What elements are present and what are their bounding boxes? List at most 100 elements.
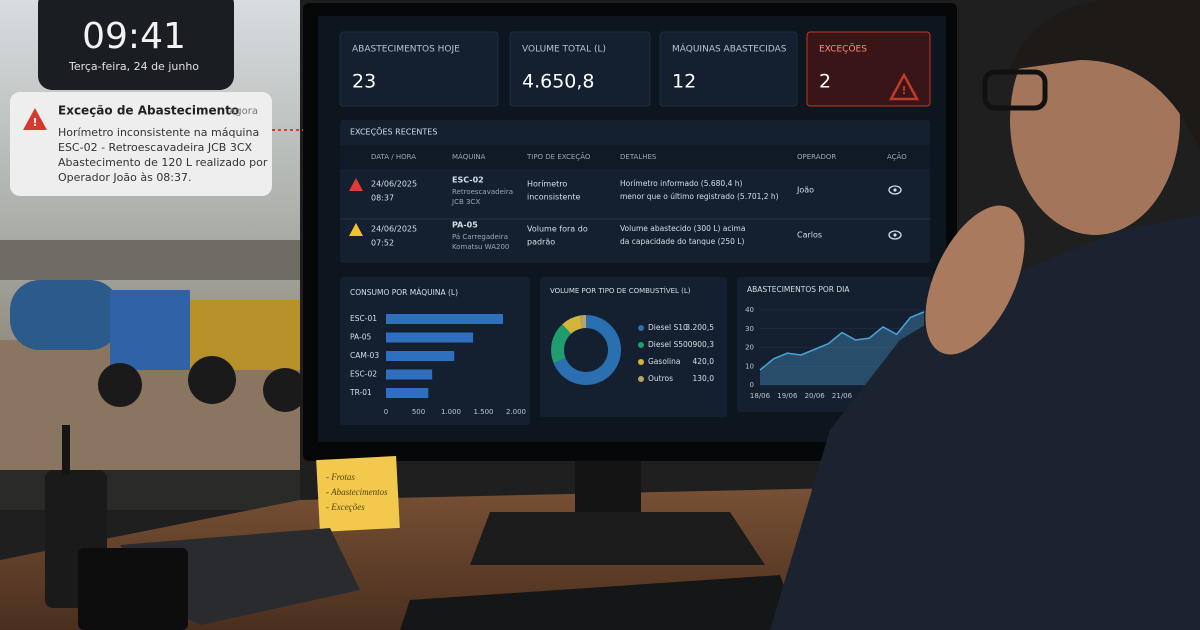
legend-swatch	[638, 376, 644, 382]
bar	[386, 332, 474, 343]
machine-desc: Komatsu WA200	[452, 243, 509, 251]
notification-line: Operador João às 08:37.	[58, 171, 192, 184]
mug	[78, 548, 188, 630]
kpi-value: 12	[672, 71, 696, 93]
kpi-value: 2	[819, 71, 831, 93]
machine-desc: Retroescavadeira	[452, 188, 513, 196]
exception-type: Volume fora do	[527, 225, 588, 234]
y-tick-label: ESC-01	[350, 314, 377, 323]
legend-value: 900,3	[693, 340, 715, 349]
kpi-label: VOLUME TOTAL (L)	[522, 45, 606, 55]
chart-title: CONSUMO POR MÁQUINA (L)	[350, 288, 458, 297]
y-tick-label: 0	[750, 381, 754, 389]
chart-title: VOLUME POR TIPO DE COMBUSTÍVEL (L)	[550, 286, 691, 295]
y-tick-label: 10	[745, 362, 754, 370]
table-header: OPERADOR	[797, 153, 836, 161]
sticky-note-text: - Frotas - Abastecimentos - Exceções	[326, 472, 388, 512]
tanker	[10, 280, 120, 350]
bar	[386, 369, 433, 380]
table-header: DATA / HORA	[371, 153, 416, 161]
line	[759, 311, 925, 371]
exception-type: padrão	[527, 238, 555, 247]
person-hair	[1010, 0, 1200, 150]
x-tick-label: 1.500	[473, 408, 493, 416]
machine: PA-05	[452, 221, 478, 230]
machine-desc: Pá Carregadeira	[452, 233, 508, 241]
glasses	[982, 69, 1048, 111]
details: da capacidade do tanque (250 L)	[620, 237, 744, 246]
operator: João	[796, 186, 814, 195]
x-tick-label: 20/06	[805, 392, 826, 400]
monitor-base	[470, 512, 765, 565]
kpi-card	[659, 31, 798, 107]
legend-label: Diesel S500	[648, 340, 693, 349]
view-button[interactable]	[888, 230, 902, 240]
severity-icon	[349, 178, 363, 191]
notification-body: Horímetro inconsistente na máquina ESC-02…	[58, 126, 268, 184]
bar	[386, 388, 429, 398]
kpi-value: 23	[352, 71, 376, 93]
dashboard: ABASTECIMENTOS HOJE 23 VOLUME TOTAL (L) 4.6…	[339, 31, 931, 416]
x-tick-label: 18/06	[750, 392, 771, 400]
x-tick-label: 19/06	[777, 392, 798, 400]
person-body	[770, 215, 1200, 630]
kpi-value: 4.650,8	[522, 71, 595, 93]
phone	[38, 0, 234, 90]
bar	[386, 314, 503, 324]
phone-date: Terça-feira, 24 de junho	[68, 60, 199, 73]
notification[interactable]	[10, 92, 272, 196]
x-tick-label: 21/06	[832, 392, 853, 400]
machine: ESC-02	[452, 176, 484, 185]
y-tick-label: ESC-02	[350, 370, 377, 379]
exception-type: Horímetro	[527, 180, 567, 189]
radio-antenna	[62, 425, 70, 475]
note-line: - Abastecimentos	[326, 487, 388, 497]
legend-value: 3.200,5	[685, 323, 714, 332]
details: Horímetro informado (5.680,4 h)	[620, 179, 742, 188]
donut-slice	[553, 315, 621, 385]
legend-label: Outros	[648, 374, 673, 383]
note-line: - Frotas	[326, 472, 355, 482]
legend-label: Diesel S10	[648, 323, 688, 332]
x-tick-label: 0	[384, 408, 388, 416]
table-header: DETALHES	[620, 153, 657, 161]
date: 24/06/2025	[371, 180, 417, 189]
kpi-card	[806, 31, 931, 107]
notification-time: agora	[229, 106, 258, 117]
wheel	[98, 363, 142, 407]
alert-icon	[888, 72, 920, 101]
exception-type: inconsistente	[527, 193, 580, 202]
shed	[0, 240, 300, 280]
x-tick-label: 2.000	[506, 408, 526, 416]
notification-line: ESC-02 - Retroescavadeira JCB 3CX	[58, 141, 253, 154]
monitor-stand	[575, 455, 641, 515]
operator: Carlos	[797, 231, 822, 240]
y-tick-label: CAM-03	[350, 351, 379, 360]
legend-swatch	[638, 325, 644, 331]
person-hand	[925, 205, 1025, 355]
kpi-card	[509, 31, 651, 107]
legend-label: Gasolina	[648, 357, 680, 366]
donut-slice	[562, 315, 583, 334]
view-pupil	[893, 233, 897, 237]
notification-title: Exceção de Abastecimento	[58, 104, 239, 118]
chart-title: ABASTECIMENTOS POR DIA	[747, 285, 850, 294]
kpi-label: EXCEÇÕES	[819, 43, 867, 55]
time: 08:37	[371, 194, 394, 203]
legend-swatch	[638, 359, 644, 365]
phone-time: 09:41	[82, 16, 186, 57]
alert-icon	[23, 108, 47, 130]
donut-slice	[579, 315, 586, 329]
donut-slice	[551, 324, 572, 364]
y-tick-label: 40	[745, 306, 754, 314]
view-button[interactable]	[888, 185, 902, 195]
y-tick-label: 30	[745, 325, 754, 333]
notification-line: Abastecimento de 120 L realizado por	[58, 156, 268, 169]
kpi-card	[339, 31, 499, 107]
bar	[386, 351, 455, 361]
table-header: MÁQUINA	[452, 152, 486, 161]
y-tick-label: PA-05	[350, 333, 371, 342]
kpi-label: ABASTECIMENTOS HOJE	[352, 45, 460, 55]
wheel	[188, 356, 236, 404]
